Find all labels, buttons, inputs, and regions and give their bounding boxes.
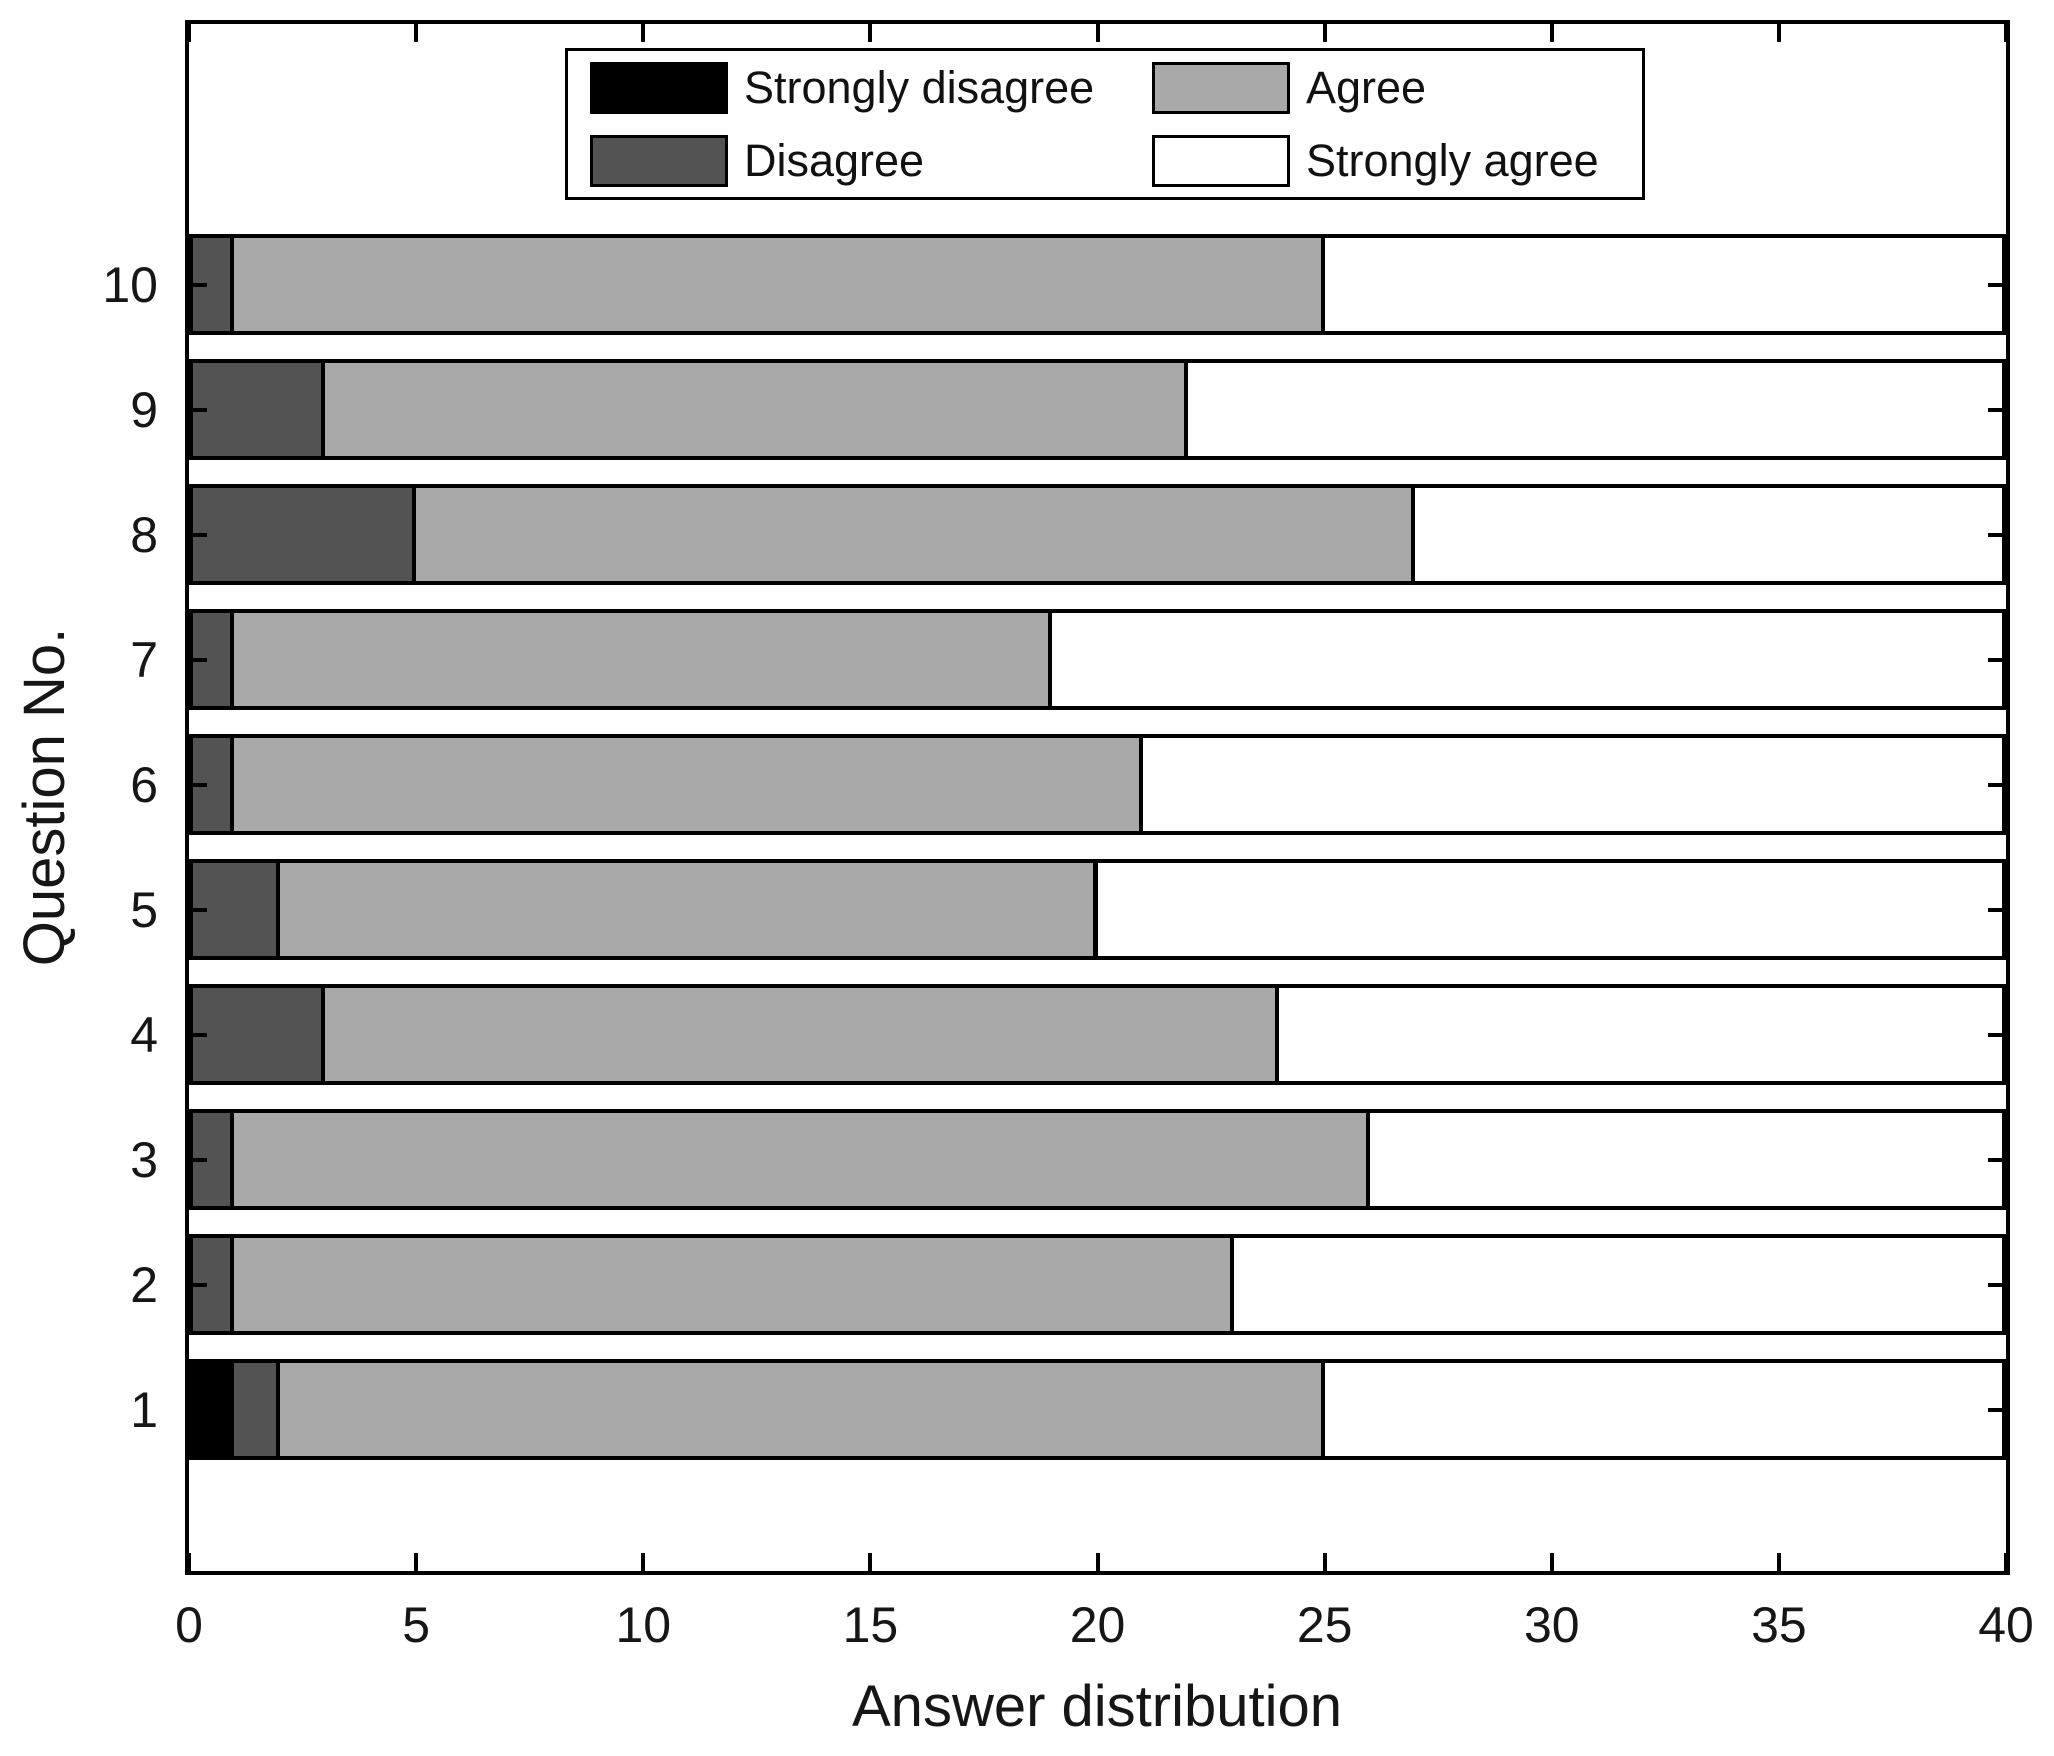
legend-label-disagree: Disagree — [744, 135, 925, 186]
y-tick-label: 10 — [102, 256, 158, 313]
x-tick-label: 0 — [175, 1597, 203, 1653]
bar-segment — [1138, 734, 2006, 835]
x-tick-mirror — [1322, 24, 1327, 42]
y-tick — [189, 282, 207, 287]
x-tick-label: 40 — [1978, 1597, 2034, 1653]
y-tick — [189, 782, 207, 787]
bar-segment — [230, 234, 1325, 335]
y-tick-mirror — [1988, 907, 2006, 912]
bar-segment — [275, 859, 1098, 960]
bar-segment — [1184, 359, 2006, 460]
x-tick-mirror — [641, 24, 646, 42]
y-tick — [189, 1407, 207, 1412]
x-tick-mirror — [2004, 24, 2008, 42]
legend-swatch-strongly-disagree-icon — [590, 61, 728, 114]
y-tick-label: 3 — [130, 1131, 158, 1188]
x-tick-label: 20 — [1069, 1597, 1126, 1653]
x-tick — [1322, 1553, 1327, 1571]
bar-segment — [1048, 609, 2006, 710]
y-tick-mirror — [1988, 657, 2006, 662]
x-tick — [641, 1553, 646, 1571]
x-tick-mirror — [868, 24, 873, 42]
y-tick-label: 6 — [130, 756, 158, 813]
y-tick — [189, 532, 207, 537]
x-tick — [868, 1553, 873, 1571]
bar-segment — [321, 359, 1189, 460]
x-tick — [2004, 1553, 2008, 1571]
y-tick-label: 5 — [130, 881, 158, 938]
legend-swatch-disagree-icon — [590, 134, 728, 187]
bar-segment — [1320, 234, 2006, 335]
bar-segment — [189, 484, 417, 585]
bar-segment — [1411, 484, 2006, 585]
y-tick — [189, 907, 207, 912]
y-tick-mirror — [1988, 1032, 2006, 1037]
x-tick-label: 25 — [1296, 1597, 1353, 1653]
bar-segment — [189, 984, 326, 1085]
plot-area: Strongly disagree Disagree Agree Strongl… — [185, 20, 2010, 1575]
x-tick — [1549, 1553, 1554, 1571]
bar-segment — [230, 1234, 1234, 1335]
y-tick-mirror — [1988, 282, 2006, 287]
x-tick-mirror — [1549, 24, 1554, 42]
legend-item-agree: Agree — [1152, 61, 1642, 114]
y-tick-label: 1 — [130, 1381, 158, 1438]
y-tick-label: 2 — [130, 1256, 158, 1313]
y-tick-label: 9 — [130, 381, 158, 438]
x-tick-label: 5 — [402, 1597, 431, 1653]
x-tick-mirror — [414, 24, 419, 42]
y-tick-label: 8 — [130, 506, 158, 563]
bar-segment — [275, 1359, 1325, 1460]
y-tick-label: 7 — [130, 631, 158, 688]
y-tick-label: 4 — [130, 1006, 158, 1063]
bar-segment — [1320, 1359, 2006, 1460]
legend-swatch-agree-icon — [1152, 61, 1290, 114]
x-tick-label: 15 — [842, 1597, 899, 1653]
y-tick-mirror — [1988, 407, 2006, 412]
bar-segment — [230, 734, 1143, 835]
y-tick — [189, 657, 207, 662]
x-tick-mirror — [1095, 24, 1100, 42]
y-tick — [189, 1282, 207, 1287]
y-tick-mirror — [1988, 1407, 2006, 1412]
y-tick — [189, 407, 207, 412]
y-tick-mirror — [1988, 782, 2006, 787]
x-tick — [414, 1553, 419, 1571]
x-tick-mirror — [1776, 24, 1781, 42]
legend-swatch-strongly-agree-icon — [1152, 134, 1290, 187]
x-tick-label: 35 — [1751, 1597, 1807, 1653]
y-axis-title: Question No. — [12, 627, 77, 967]
bar-segment — [189, 359, 326, 460]
y-tick — [189, 1157, 207, 1162]
bar-segment — [1366, 1109, 2006, 1210]
y-tick-mirror — [1988, 532, 2006, 537]
x-axis-title: Answer distribution — [852, 1674, 1342, 1739]
bar-segment — [230, 1359, 280, 1460]
legend-item-disagree: Disagree — [590, 134, 1152, 187]
legend: Strongly disagree Disagree Agree Strongl… — [565, 48, 1645, 200]
bar-segment — [1275, 984, 2006, 1085]
bar-segment — [1229, 1234, 2006, 1335]
legend-label-strongly-agree: Strongly agree — [1306, 135, 1599, 186]
x-tick — [1776, 1553, 1781, 1571]
y-tick-mirror — [1988, 1157, 2006, 1162]
legend-item-strongly-agree: Strongly agree — [1152, 134, 1642, 187]
x-tick — [187, 1553, 191, 1571]
bar-segment — [230, 609, 1053, 710]
bar-segment — [230, 1109, 1371, 1210]
bar-segment — [321, 984, 1280, 1085]
x-tick — [1095, 1553, 1100, 1571]
y-tick-mirror — [1988, 1282, 2006, 1287]
x-tick-label: 30 — [1523, 1597, 1580, 1653]
bar-segment — [1093, 859, 2006, 960]
x-tick-label: 10 — [615, 1597, 672, 1653]
legend-item-strongly-disagree: Strongly disagree — [590, 61, 1152, 114]
y-tick — [189, 1032, 207, 1037]
bar-segment — [412, 484, 1416, 585]
x-tick-mirror — [187, 24, 191, 42]
legend-label-agree: Agree — [1306, 62, 1427, 113]
legend-label-strongly-disagree: Strongly disagree — [744, 62, 1095, 113]
